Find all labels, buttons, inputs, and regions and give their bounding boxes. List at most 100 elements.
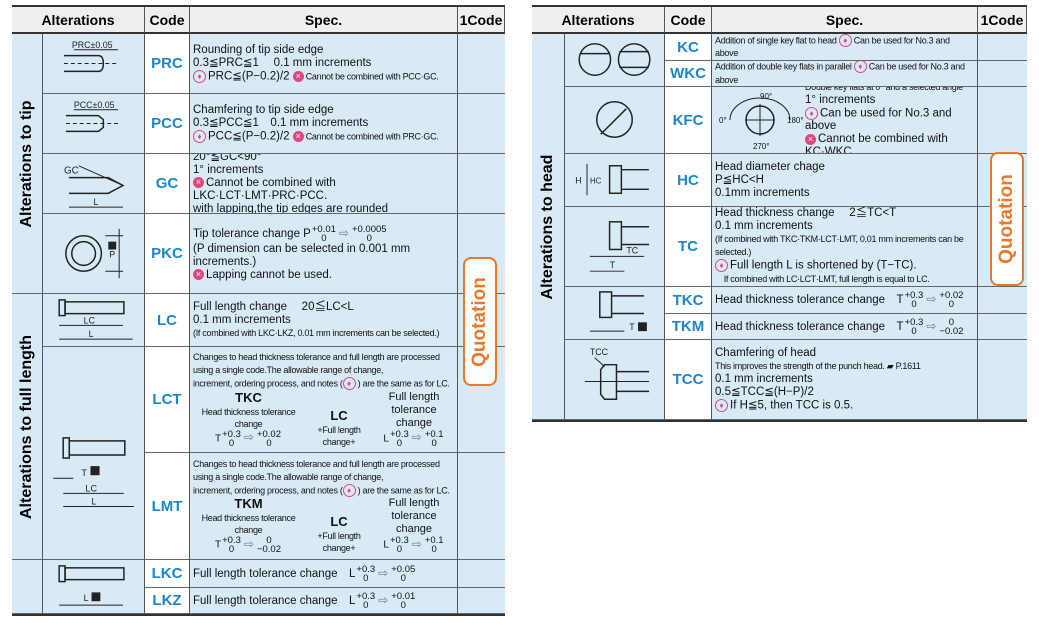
tolerance: +0.3 0 <box>904 290 924 310</box>
code-lmt[interactable]: LMT <box>145 453 190 560</box>
arrow-icon: ⇨ <box>378 565 389 580</box>
spec-line: ♦ PRC≦(P−0.2)/2 × Cannot be combined with … <box>193 69 454 84</box>
lkc-diagram: L <box>43 560 145 614</box>
spec-line: increment, ordering process, and notes (… <box>193 483 450 497</box>
header-alterations: Alterations <box>532 7 665 34</box>
length-tolerance-part: Full length tolerance change L +0.3 0 ⇨ +0.1 0 <box>383 390 444 449</box>
spec-tkc: Head thickness tolerance change T +0.3 0 ⇨ +… <box>712 287 978 314</box>
note-pin-icon: ♦ <box>342 377 356 391</box>
spec-line: Full length tolerance change L +0.3 0 ⇨ +0.0… <box>193 590 416 611</box>
note-pin-icon: ♦ <box>838 34 852 47</box>
tolerance: +0.3 0 <box>904 316 924 337</box>
tolerance: +0.02 0 <box>939 290 964 310</box>
spec-line: Chamfering of head <box>715 346 817 359</box>
spec-kfc: 90° 0° 180° 270° Double key flats at 0° and … <box>712 87 978 154</box>
code-kfc[interactable]: KFC <box>665 87 712 154</box>
gc-diagram: GC L <box>43 154 145 214</box>
angle-diagram: 90° 0° 180° 270° <box>715 90 805 151</box>
spec-line: (If combined with TKC·TKM·LCT·LMT, 0.01 … <box>715 234 964 258</box>
spec-line: Full length change 20≦LC<L <box>193 300 354 313</box>
spec-line: If combined with LC·LCT·LMT, full length… <box>715 273 930 284</box>
code-pkc[interactable]: PKC <box>145 214 190 294</box>
spec-kc: Addition of single key flat to head ♦ Can… <box>712 34 978 61</box>
spec-gc: 20°≦GC<90° 1° increments × Cannot be combin… <box>190 154 458 214</box>
spec-line: 0.5≦TCC≦(H−P)/2 <box>715 385 814 398</box>
tolerance: 0 −0.02 <box>256 535 281 556</box>
right-alterations-table: Alterations Code Spec. 1Code Alterations to … <box>532 5 1027 422</box>
code-tcc[interactable]: TCC <box>665 340 712 420</box>
prohibited-icon: × <box>292 70 304 82</box>
svg-text:T: T <box>629 322 635 332</box>
svg-text:HC: HC <box>590 176 602 185</box>
group-label: Alterations to tip <box>12 34 43 294</box>
code-hc[interactable]: HC <box>665 154 712 207</box>
spec-line: 0.3≦PCC≦1 0.1 mm increments <box>193 116 369 129</box>
spec-tcc: Chamfering of head This improves the stre… <box>712 340 978 420</box>
spec-line: ♦ Can be used for No.3 and above <box>805 106 952 133</box>
svg-text:TCC: TCC <box>590 347 609 357</box>
code-tc[interactable]: TC <box>665 207 712 287</box>
header-code: Code <box>665 7 712 34</box>
spec-line: 20°≦GC<90° <box>193 154 262 163</box>
one-code-cell <box>458 94 505 154</box>
header-spec: Spec. <box>190 7 458 34</box>
svg-text:T: T <box>81 468 87 478</box>
one-code-cell <box>458 453 505 560</box>
spec-lc: Full length change 20≦LC<L 0.1 mm increme… <box>190 294 458 347</box>
spec-line: increment, ordering process, and notes (… <box>193 377 450 391</box>
spec-pcc: Chamfering to tip side edge 0.3≦PCC≦1 0.1… <box>190 94 458 154</box>
angle-label: 270° <box>753 142 770 151</box>
pcc-diagram: PCC±0.05 <box>43 94 145 154</box>
tolerance: +0.0005 0 <box>351 224 387 244</box>
tolerance: +0.3 0 <box>222 535 241 556</box>
spec-tkm: Head thickness tolerance change T +0.3 0 ⇨ 0… <box>712 314 978 340</box>
code-kc[interactable]: KC <box>665 34 712 61</box>
code-lc[interactable]: LC <box>145 294 190 347</box>
spec-line: Addition of single key flat to head ♦ Can… <box>715 34 950 59</box>
left-alterations-table: Alterations Code Spec. 1Code Alterations to … <box>12 5 505 616</box>
code-tkm[interactable]: TKM <box>665 314 712 340</box>
combined-code-formula: TKC Head thickness tolerance change T +0.3 0… <box>193 391 454 448</box>
code-gc[interactable]: GC <box>145 154 190 214</box>
spec-line: Head thickness change 2≦TC<T <box>715 207 897 220</box>
prohibited-icon: × <box>805 133 816 145</box>
spec-line: 0.1mm increments <box>715 186 810 199</box>
code-wkc[interactable]: WKC <box>665 61 712 87</box>
code-pcc[interactable]: PCC <box>145 94 190 154</box>
header-one-code: 1Code <box>458 7 505 34</box>
code-lkz[interactable]: LKZ <box>145 588 190 614</box>
full-length-part: LC +Full length change+ <box>317 514 361 554</box>
code-tkc[interactable]: TKC <box>665 287 712 314</box>
code-lkc[interactable]: LKC <box>145 560 190 588</box>
kfc-diagram <box>565 87 665 154</box>
spec-line: Rounding of tip side edge <box>193 43 324 56</box>
header-spec: Spec. <box>712 7 978 34</box>
tolerance: +0.01 0 <box>311 224 336 244</box>
prohibited-icon: × <box>193 177 204 189</box>
one-code-cell <box>978 314 1027 340</box>
code-prc[interactable]: PRC <box>145 34 190 94</box>
code-lct[interactable]: LCT <box>145 347 190 453</box>
tc-diagram: TC T <box>565 207 665 287</box>
arrow-icon: ⇨ <box>926 318 937 333</box>
one-code-cell <box>978 87 1027 154</box>
tolerance: +0.1 0 <box>424 535 444 556</box>
group-label: Alterations to full length <box>12 294 43 560</box>
prc-diagram: PRC±0.05 <box>43 34 145 94</box>
full-length-part: LC +Full length change+ <box>317 407 361 447</box>
header-one-code: 1Code <box>978 7 1027 34</box>
tolerance: +0.3 0 <box>389 535 409 556</box>
spec-line: Head thickness tolerance change T +0.3 0 ⇨ 0… <box>715 316 964 337</box>
note-pin-icon: ♦ <box>193 129 206 143</box>
svg-text:P: P <box>109 249 115 259</box>
one-code-cell <box>458 560 505 588</box>
spec-line: × Cannot be combined with KC·WKC. <box>805 133 948 154</box>
tolerance: +0.02 0 <box>256 428 281 449</box>
spec-line: Head diameter chage <box>715 160 825 173</box>
spec-line: 0.1 mm increments <box>193 313 291 326</box>
spec-tc: Head thickness change 2≦TC<T 0.1 mm incre… <box>712 207 978 287</box>
spec-line: Addition of double key flats in parallel… <box>715 61 965 85</box>
spec-wkc: Addition of double key flats in parallel… <box>712 61 978 87</box>
one-code-cell <box>978 287 1027 314</box>
note-pin-icon: ♦ <box>342 483 356 497</box>
